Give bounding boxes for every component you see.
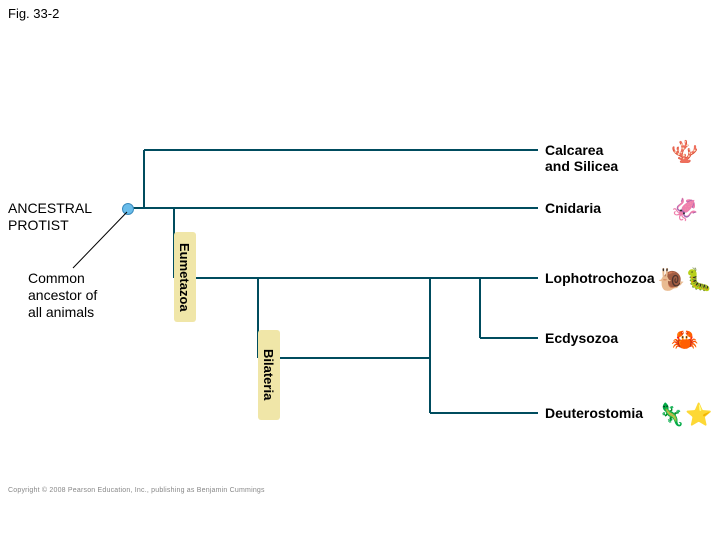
tip-label-2: Lophotrochozoa [545,270,655,286]
tip-label-1: Cnidaria [545,200,601,216]
tip-illustration-2: 🐌🐛 [655,262,715,298]
clade-label-bilateria: Bilateria [261,334,276,416]
tip-label-4: Deuterostomia [545,405,643,421]
tip-illustration-1: 🦑 [655,192,715,228]
pointer-line [65,210,135,270]
tip-illustration-3: 🦀 [655,322,715,358]
tip-illustration-4: 🦎⭐ [655,397,715,433]
copyright-text: Copyright © 2008 Pearson Education, Inc.… [8,487,265,494]
tip-label-3: Ecdysozoa [545,330,618,346]
tip-label-0: Calcareaand Silicea [545,142,618,174]
figure-label: Fig. 33-2 [8,6,59,21]
root-note: Commonancestor ofall animals [28,270,97,320]
clade-label-eumetazoa: Eumetazoa [177,236,192,318]
tip-illustration-0: 🪸 [655,134,715,170]
